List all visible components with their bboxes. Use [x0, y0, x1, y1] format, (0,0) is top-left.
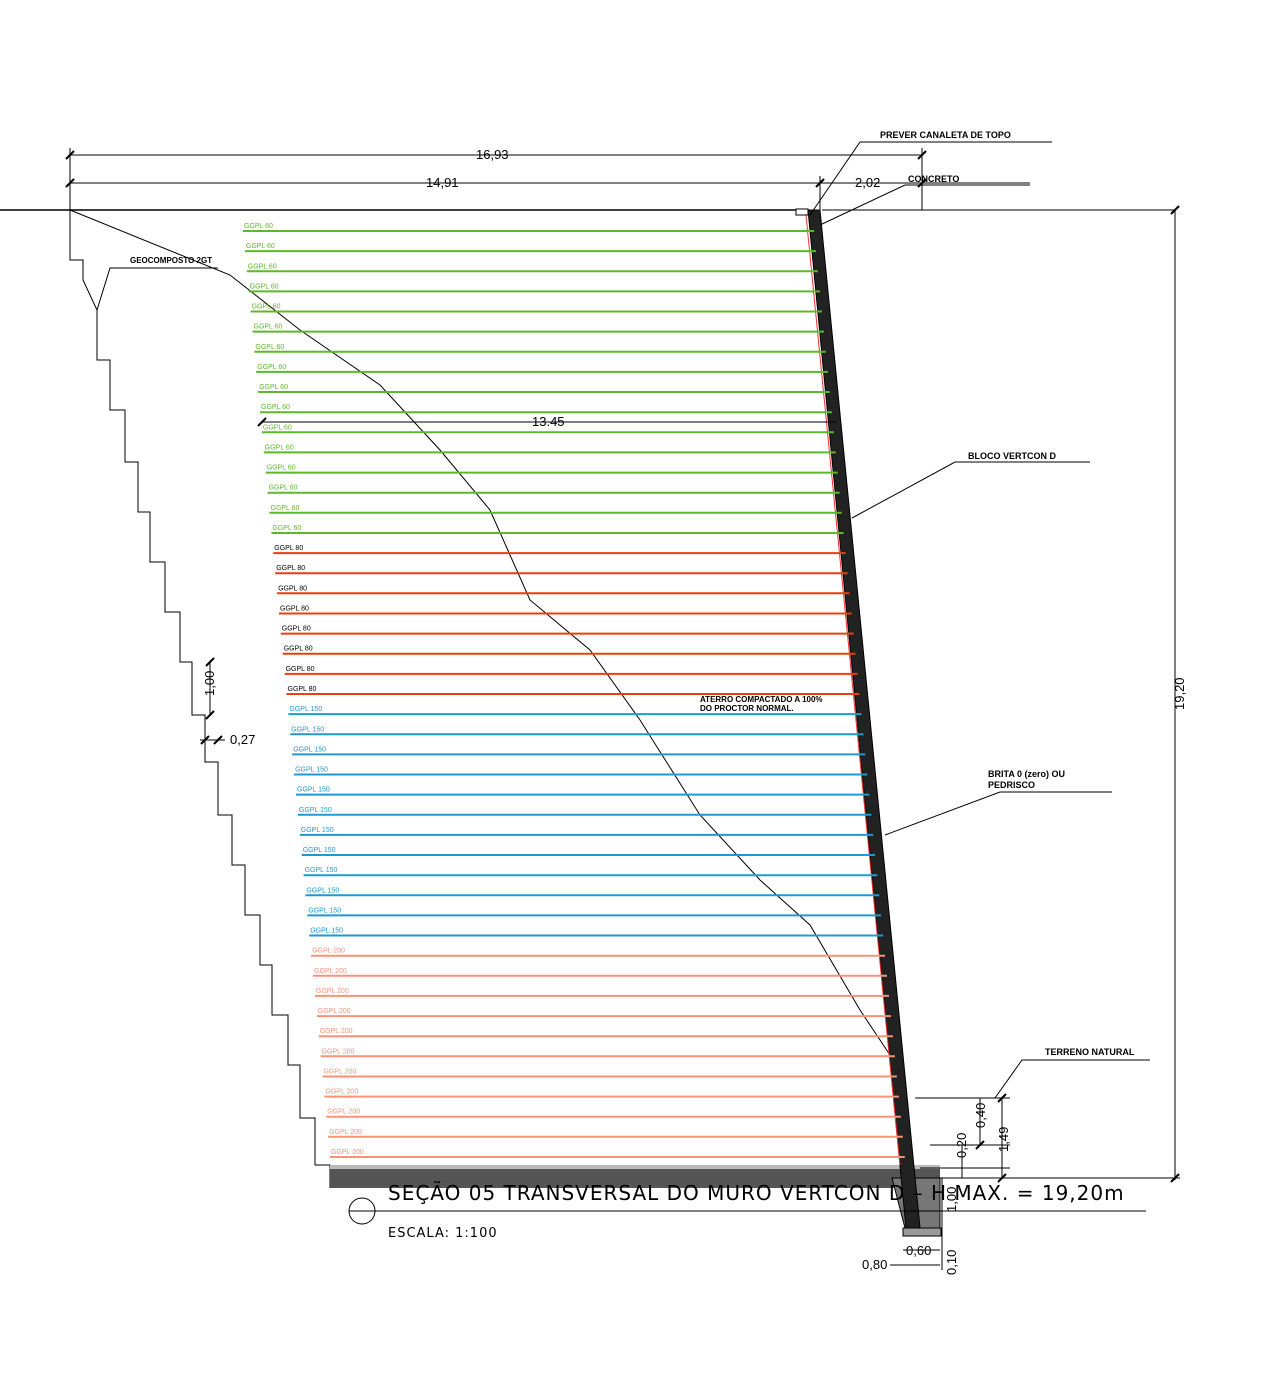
geogrid-label: GGPL 60: [257, 364, 286, 371]
label-bloco: BLOCO VERTCON D: [968, 451, 1057, 461]
geogrid-label: GGPL 80: [284, 646, 313, 653]
geogrid-label: GGPL 200: [312, 948, 345, 955]
geogrid-label: GGPL 80: [278, 585, 307, 592]
geogrid-label: GGPL 80: [282, 626, 311, 633]
drain-line: [805, 214, 901, 1166]
geogrid-label: GGPL 200: [324, 1069, 357, 1076]
foundation-base-top: [330, 1165, 940, 1169]
geogrid-label: GGPL 150: [308, 907, 341, 914]
geogrid-label: GGPL 80: [280, 606, 309, 613]
geogrid-label: GGPL 150: [293, 746, 326, 753]
geogrid-label: GGPL 150: [295, 767, 328, 774]
geogrid-label: GGPL 150: [310, 928, 343, 935]
section-title: SEÇÃO 05 TRANSVERSAL DO MURO VERTCON D –…: [388, 1181, 1125, 1205]
dimension-ticks: [65, 150, 1180, 1183]
geogrid-label: GGPL 60: [272, 525, 301, 532]
geogrid-label: GGPL 60: [250, 283, 279, 290]
geogrid-label: GGPL 60: [255, 344, 284, 351]
geogrid-label: GGPL 150: [301, 827, 334, 834]
geogrid-label: GGPL 60: [269, 485, 298, 492]
label-terreno: TERRENO NATURAL: [1045, 1047, 1135, 1057]
geogrid-layers: GGPL 60 GGPL 60 GGPL 60 GGPL 60 GGPL 60 GGPL …: [243, 223, 905, 1158]
geogrid-label: GGPL 200: [320, 1028, 353, 1035]
leader-lines: [96, 141, 1150, 1099]
geogrid-label: GGPL 60: [252, 304, 281, 311]
geogrid-label: GGPL 80: [288, 686, 317, 693]
geogrid-label: GGPL 200: [322, 1048, 355, 1055]
dim-reinforcement-length: 13.45: [532, 414, 565, 429]
dim-footing-depth: 1,00: [944, 1187, 959, 1212]
geogrid-label: GGPL 150: [305, 867, 338, 874]
geogrid-label: GGPL 200: [329, 1129, 362, 1136]
dim-base-width: 0,80: [862, 1257, 887, 1272]
dimension-lines: [69, 148, 1180, 1270]
label-concreto: CONCRETO: [908, 174, 959, 184]
geogrid-label: GGPL 80: [286, 666, 315, 673]
geogrid-label: GGPL 60: [267, 465, 296, 472]
dim-top-offset: 2,02: [855, 175, 880, 190]
geogrid-label: GGPL 150: [303, 847, 336, 854]
label-brita-2: PEDRISCO: [988, 780, 1035, 790]
dim-step-height: 1,00: [202, 671, 217, 696]
dim-step-width: 0,27: [230, 732, 255, 747]
geogrid-label: GGPL 60: [246, 243, 275, 250]
foundation-base: [330, 1168, 940, 1188]
geogrid-label: GGPL 200: [316, 988, 349, 995]
label-brita-1: BRITA 0 (zero) OU: [988, 769, 1065, 779]
geogrid-label: GGPL 60: [263, 424, 292, 431]
geogrid-label: GGPL 200: [325, 1089, 358, 1096]
dim-total-height: 19,20: [1172, 677, 1187, 710]
geogrid-label: GGPL 80: [276, 565, 305, 572]
geogrid-label: GGPL 60: [271, 505, 300, 512]
dim-fill-width: 14,91: [426, 175, 459, 190]
geogrid-label: GGPL 60: [244, 223, 273, 230]
geogrid-label: GGPL 60: [261, 404, 290, 411]
geocomposite-line: [69, 209, 901, 1071]
excavation-profile: [69, 210, 331, 1188]
dim-embed-depth: 1,49: [996, 1127, 1011, 1152]
geogrid-label: GGPL 150: [306, 887, 339, 894]
dim-040: 0,40: [973, 1103, 988, 1128]
geogrid-label: GGPL 60: [259, 384, 288, 391]
geogrid-label: GGPL 150: [299, 807, 332, 814]
dim-total-width: 16,93: [476, 147, 509, 162]
dim-footing-width: 0,60: [906, 1243, 931, 1258]
dim-base-thickness: 0,10: [944, 1250, 959, 1275]
geogrid-label: GGPL 60: [254, 324, 283, 331]
geogrid-label: GGPL 60: [265, 444, 294, 451]
geogrid-label: GGPL 150: [291, 726, 324, 733]
label-canaleta: PREVER CANALETA DE TOPO: [880, 130, 1011, 140]
footing-pad: [902, 1227, 942, 1237]
geogrid-label: GGPL 150: [297, 787, 330, 794]
geogrid-label: GGPL 200: [314, 968, 347, 975]
label-aterro-2: DO PROCTOR NORMAL.: [700, 704, 794, 713]
geogrid-label: GGPL 60: [248, 263, 277, 270]
geogrid-label: GGPL 150: [289, 706, 322, 713]
label-geocomposto: GEOCOMPOSTO 2GT: [130, 256, 212, 265]
dim-020: 0,20: [954, 1133, 969, 1158]
geogrid-label: GGPL 200: [331, 1149, 364, 1156]
label-aterro-1: ATERRO COMPACTADO A 100%: [700, 695, 823, 704]
top-channel: [795, 208, 809, 216]
geogrid-label: GGPL 80: [274, 545, 303, 552]
geogrid-label: GGPL 200: [318, 1008, 351, 1015]
block-facing: [807, 209, 921, 1229]
section-scale: ESCALA: 1:100: [388, 1226, 498, 1241]
geogrid-label: GGPL 200: [327, 1109, 360, 1116]
